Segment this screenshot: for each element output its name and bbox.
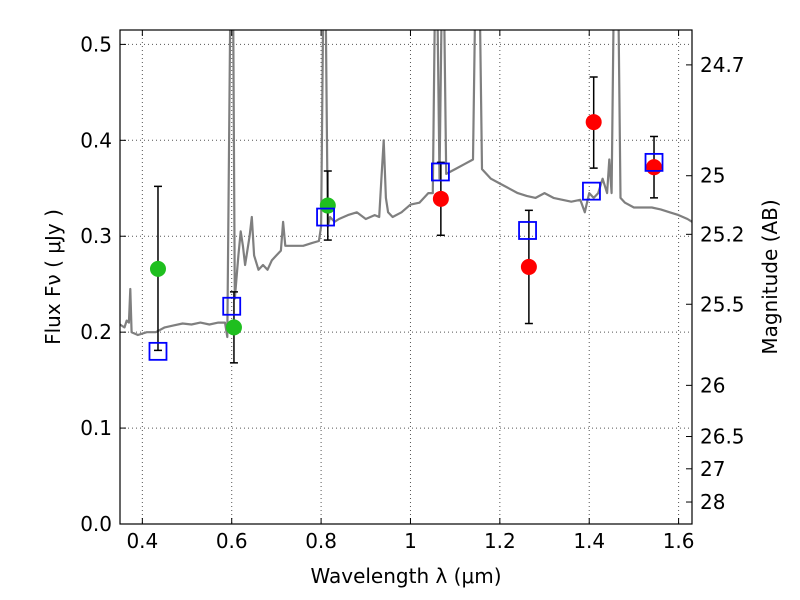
y-tick-label: 0.2 bbox=[80, 320, 112, 344]
red-data-point bbox=[520, 258, 537, 275]
red-data-point bbox=[432, 190, 449, 207]
model-photometry-square bbox=[582, 181, 601, 201]
right-tick-label: 26.5 bbox=[700, 425, 745, 449]
y-tick-label: 0.1 bbox=[80, 416, 112, 440]
x-tick-label: 0.4 bbox=[126, 529, 158, 553]
right-axis-label: Magnitude (AB) bbox=[758, 199, 782, 354]
y-axis-label: Flux Fν ( μJy ) bbox=[41, 209, 65, 345]
green-data-point bbox=[149, 260, 166, 277]
y-axis-ticks: 0.0 0.1 0.2 0.3 0.4 0.5 bbox=[80, 32, 126, 536]
right-axis-ticks: 24.7 25 25.2 25.5 26 26.5 27 28 bbox=[686, 53, 745, 514]
green-data-point bbox=[319, 197, 336, 214]
right-tick-label: 27 bbox=[700, 457, 725, 481]
model-spectrum bbox=[120, 30, 692, 339]
x-tick-label: 0.8 bbox=[305, 529, 337, 553]
x-tick-label: 0.6 bbox=[216, 529, 248, 553]
y-tick-label: 0.0 bbox=[80, 512, 112, 536]
y-tick-label: 0.5 bbox=[80, 32, 112, 56]
x-axis-label: Wavelength λ (μm) bbox=[310, 564, 501, 588]
model-photometry-square bbox=[518, 221, 537, 240]
right-tick-label: 25.2 bbox=[700, 222, 745, 246]
right-tick-label: 24.7 bbox=[700, 53, 745, 77]
model-photometry-square bbox=[644, 152, 664, 172]
plot-frame bbox=[119, 29, 693, 525]
model-photometry-square bbox=[431, 162, 450, 182]
x-axis-ticks: 0.4 0.6 0.8 1 1.2 1.4 1.6 bbox=[126, 30, 695, 553]
red-data-point bbox=[646, 159, 663, 176]
right-tick-label: 28 bbox=[700, 490, 725, 514]
y-tick-label: 0.3 bbox=[80, 224, 112, 248]
model-spectrum-line bbox=[120, 30, 692, 339]
x-tick-label: 1.6 bbox=[663, 529, 695, 553]
right-tick-label: 25 bbox=[700, 164, 725, 188]
right-tick-label: 26 bbox=[700, 373, 725, 397]
red-data-point bbox=[585, 114, 602, 131]
plot-background bbox=[120, 30, 692, 524]
x-tick-label: 1.4 bbox=[573, 529, 605, 553]
x-tick-label: 1.2 bbox=[484, 529, 516, 553]
model-photometry-square bbox=[316, 207, 335, 227]
y-tick-label: 0.4 bbox=[80, 128, 112, 152]
model-photometry-square bbox=[222, 296, 242, 316]
model-photometry-square bbox=[148, 341, 168, 361]
green-data-point bbox=[225, 319, 242, 336]
data-markers bbox=[148, 114, 664, 361]
x-tick-label: 1 bbox=[404, 529, 417, 553]
right-tick-label: 25.5 bbox=[700, 292, 745, 316]
